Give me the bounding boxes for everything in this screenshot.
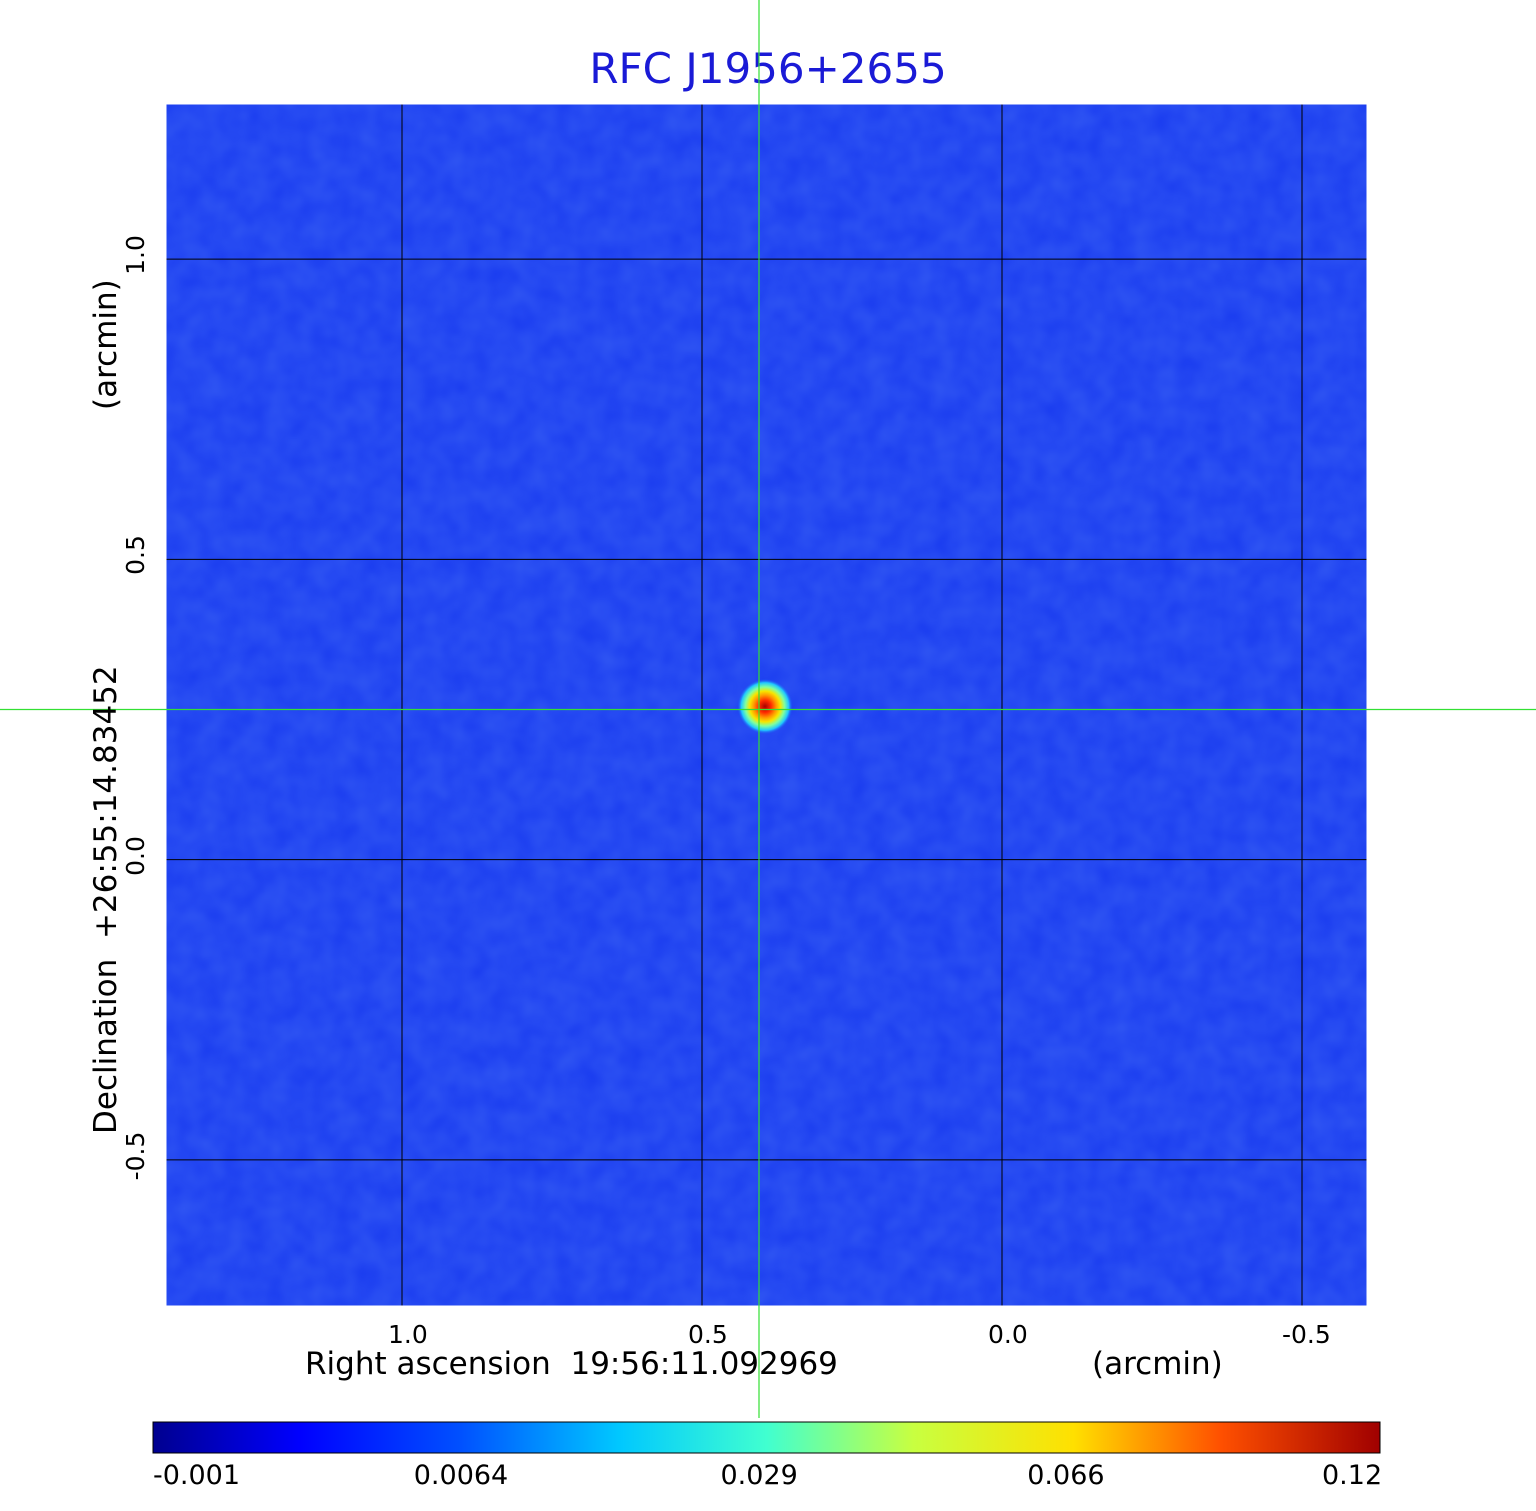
colorbar-tick-label-3: 0.066 — [1027, 1460, 1105, 1491]
y-tick-label-1: 0.5 — [121, 535, 150, 576]
colorbar-tick-label-1: 0.0064 — [413, 1460, 509, 1491]
y-axis-label: Declination +26:55:14.83452 — [88, 665, 124, 1134]
x-tick-label-2: 0.0 — [988, 1320, 1028, 1349]
x-tick-label-0: 1.0 — [388, 1320, 428, 1349]
x-tick-label-3: -0.5 — [1282, 1320, 1331, 1349]
radio-source — [737, 678, 793, 735]
colorbar-tick-label-2: 0.029 — [720, 1460, 798, 1491]
y-axis-unit: (arcmin) — [88, 279, 124, 410]
colorbar-tick-label-4: 0.12 — [1322, 1460, 1383, 1491]
colorbar — [152, 1421, 1381, 1454]
grid-lines — [165, 103, 1368, 1307]
y-tick-label-0: 1.0 — [121, 235, 150, 276]
plot-frame — [163, 101, 1370, 1309]
colorbar-tick-label-0: -0.001 — [153, 1460, 241, 1491]
y-tick-label-3: -0.5 — [121, 1131, 150, 1181]
x-tick-label-1: 0.5 — [688, 1320, 728, 1349]
chart-title: RFC J1956+2655 — [589, 44, 947, 93]
x-axis-unit: (arcmin) — [1092, 1346, 1223, 1382]
y-tick-label-2: 0.0 — [121, 835, 150, 876]
x-axis-label: Right ascension 19:56:11.092969 — [305, 1346, 838, 1382]
